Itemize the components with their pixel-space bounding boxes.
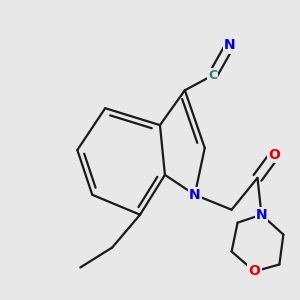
Text: N: N <box>224 38 236 52</box>
Text: C: C <box>208 69 217 82</box>
Text: O: O <box>249 264 260 278</box>
Text: O: O <box>268 148 280 162</box>
Text: N: N <box>189 188 201 202</box>
Text: N: N <box>256 208 267 222</box>
